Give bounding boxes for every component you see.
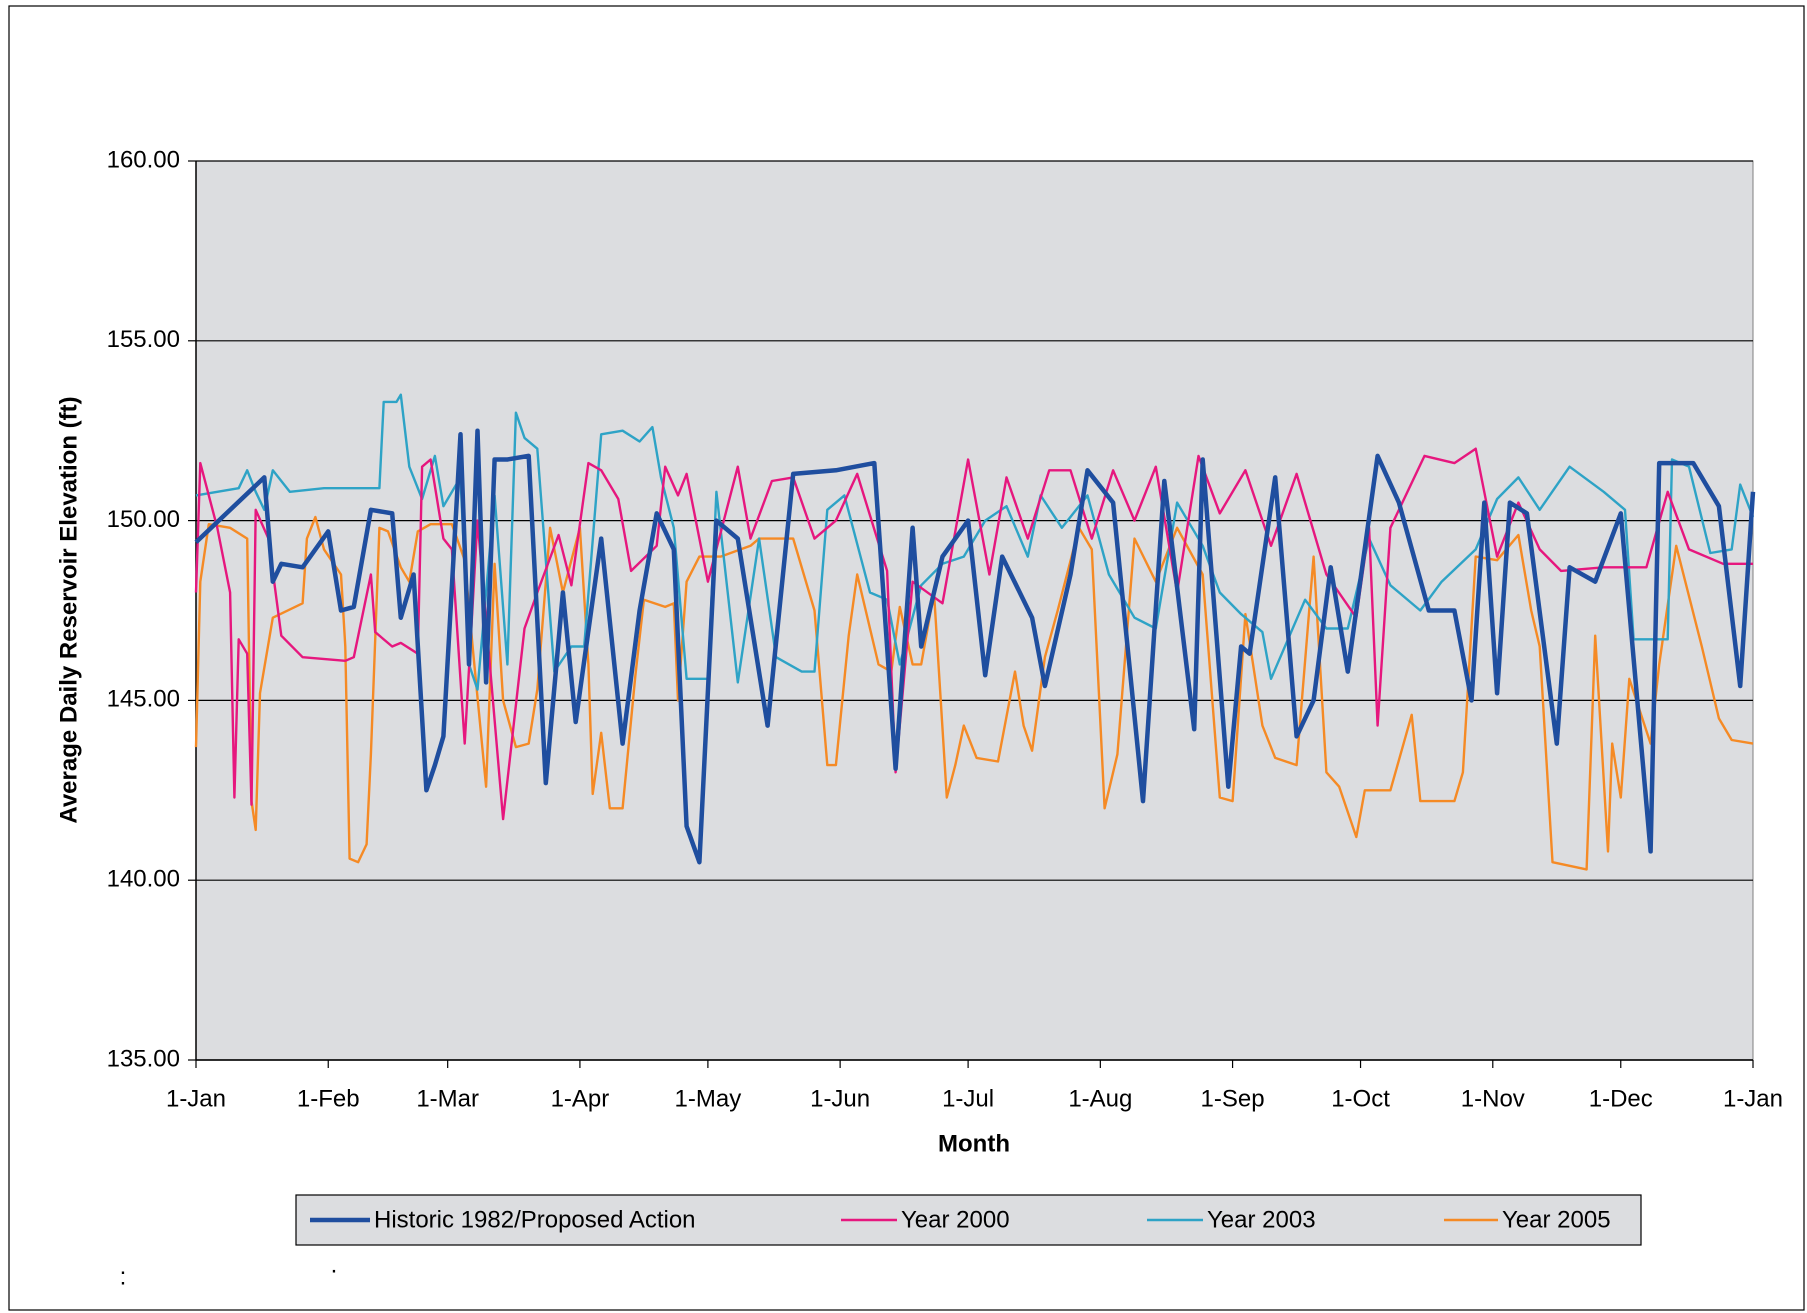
x-tick-label: 1-May	[675, 1085, 742, 1112]
x-axis-label: Month	[938, 1130, 1010, 1157]
annotation: :	[120, 1263, 127, 1290]
y-tick-label: 155.00	[107, 326, 180, 353]
legend-box	[295, 1194, 1642, 1246]
x-tick-label: 1-Sep	[1201, 1085, 1265, 1112]
x-tick-label: 1-Feb	[297, 1085, 360, 1112]
y-axis-label: Average Daily Reservoir Elevation (ft)	[55, 396, 82, 823]
legend-label: Historic 1982/Proposed Action	[374, 1206, 696, 1233]
legend-label: Year 2005	[1502, 1206, 1611, 1233]
y-tick-label: 140.00	[107, 866, 180, 893]
x-tick-label: 1-Jan	[1723, 1085, 1783, 1112]
x-tick-label: 1-Nov	[1461, 1085, 1525, 1112]
annotation: .	[331, 1251, 338, 1278]
x-tick-label: 1-Apr	[551, 1085, 610, 1112]
y-tick-label: 135.00	[107, 1045, 180, 1072]
series-line	[195, 393, 1755, 691]
x-tick-label: 1-Oct	[1331, 1085, 1390, 1112]
legend-label: Year 2000	[901, 1206, 1010, 1233]
y-tick-label: 160.00	[107, 146, 180, 173]
x-tick-label: 1-Dec	[1589, 1085, 1653, 1112]
series-line	[194, 428, 1756, 865]
legend-label: Year 2003	[1207, 1206, 1316, 1233]
x-tick-label: 1-Jul	[942, 1085, 994, 1112]
x-tick-label: 1-Aug	[1068, 1085, 1132, 1112]
x-tick-label: 1-Mar	[416, 1085, 479, 1112]
y-tick-label: 150.00	[107, 506, 180, 533]
series-line	[194, 447, 1753, 821]
x-tick-label: 1-Jun	[810, 1085, 870, 1112]
y-tick-label: 145.00	[107, 686, 180, 713]
plot-area	[195, 160, 1754, 1061]
x-tick-label: 1-Jan	[166, 1085, 226, 1112]
series-line	[194, 515, 1754, 871]
